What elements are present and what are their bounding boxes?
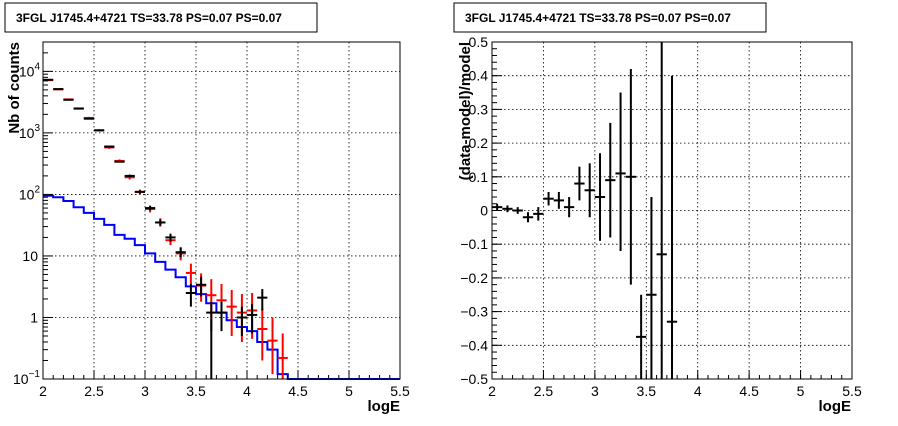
right-series0-point <box>636 294 647 379</box>
right-y-tick-label: −0.5 <box>460 371 488 387</box>
right-series0-point <box>594 153 606 241</box>
left-series2-point <box>155 219 166 226</box>
left-y-tick-label: 104 <box>19 61 41 79</box>
right-x-tick-label: 5.5 <box>842 383 862 399</box>
left-series1-point <box>267 317 278 375</box>
right-title: 3FGL J1745.4+4721 TS=33.78 PS=0.07 PS=0.… <box>465 11 731 25</box>
left-series2-point <box>114 160 125 163</box>
right-x-tick-label: 2.5 <box>534 383 554 399</box>
right-panel: 3FGL J1745.4+4721 TS=33.78 PS=0.07 PS=0.… <box>453 2 862 415</box>
left-y-tick-label: 10 <box>22 248 38 264</box>
left-series2-point <box>63 98 74 101</box>
left-series2-point <box>185 283 196 307</box>
left-panel: 3FGL J1745.4+4721 TS=33.78 PS=0.07 PS=0.… <box>4 2 410 415</box>
left-title-box <box>4 2 318 33</box>
right-y-tick-label: 0.3 <box>469 101 489 117</box>
left-y-axis-title: Nb of counts <box>6 42 23 134</box>
left-x-ticks: 2 2.5 3 3.5 4 4.5 5 5.5 <box>39 370 410 399</box>
right-series0-point <box>666 75 678 379</box>
left-series2-point <box>43 78 54 81</box>
left-series2-point <box>124 174 135 178</box>
right-x-ticks: 2 2.5 3 3.5 4 4.5 5 5.5 <box>488 370 862 399</box>
left-title: 3FGL J1745.4+4721 TS=33.78 PS=0.07 PS=0.… <box>16 11 282 25</box>
left-series2-point <box>83 117 94 120</box>
right-x-tick-label: 2 <box>488 383 496 399</box>
left-x-tick-label: 3 <box>141 383 149 399</box>
left-series2-point <box>134 190 145 194</box>
right-x-axis-title: logE <box>819 398 852 415</box>
right-series0-point <box>656 42 667 379</box>
left-series1-point <box>277 333 288 379</box>
right-series0-point <box>646 197 657 379</box>
right-series0-point <box>522 212 534 223</box>
right-series0-point <box>625 68 636 285</box>
right-series0-point <box>512 207 523 214</box>
right-title-box <box>453 2 767 33</box>
right-series0-point <box>564 197 575 218</box>
left-series2-point <box>165 233 176 242</box>
left-series2-point <box>145 205 156 211</box>
right-series0-point <box>492 203 503 211</box>
right-x-tick-label: 4 <box>694 383 702 399</box>
left-series1-point <box>226 289 237 336</box>
left-x-tick-label: 4.5 <box>288 383 308 399</box>
right-grid <box>492 42 852 379</box>
right-x-tick-label: 5 <box>797 383 805 399</box>
left-series1-point <box>257 308 268 361</box>
left-y-tick-label: 102 <box>19 184 41 202</box>
right-x-tick-label: 4.5 <box>739 383 759 399</box>
left-series2-point <box>53 88 64 91</box>
right-y-ticks: −0.5 −0.4 −0.3 −0.2 −0.1 0 0.1 0.2 0.3 0.4 0.5 <box>460 34 502 387</box>
left-grid <box>43 42 400 379</box>
right-x-tick-label: 3 <box>591 383 599 399</box>
right-series0-point <box>553 191 564 209</box>
left-series2-point <box>247 304 258 334</box>
left-x-tick-label: 5 <box>345 383 353 399</box>
left-y-tick-label: 103 <box>19 123 41 141</box>
right-series0-point <box>543 191 554 206</box>
right-y-tick-label: 0 <box>480 203 488 219</box>
right-y-tick-label: 0.4 <box>469 68 489 84</box>
left-series2-point <box>216 301 227 332</box>
left-series2-point <box>104 145 115 148</box>
left-series2-point <box>73 107 84 110</box>
left-y-tick-label: 1 <box>30 309 38 325</box>
right-y-axis-title: (data-model)/model <box>457 42 474 180</box>
right-marks <box>492 42 678 379</box>
right-series0-point <box>533 207 544 221</box>
right-series0-point <box>615 92 626 251</box>
left-x-tick-label: 3.5 <box>186 383 206 399</box>
left-series1-point <box>185 263 196 284</box>
right-x-tick-label: 3.5 <box>637 383 657 399</box>
left-x-tick-label: 2.5 <box>84 383 104 399</box>
right-y-tick-label: −0.3 <box>460 304 488 320</box>
right-series0-point <box>584 163 595 218</box>
left-series2-point <box>94 129 105 132</box>
right-y-tick-label: −0.1 <box>460 236 488 252</box>
right-series0-point <box>502 205 513 213</box>
right-series0-point <box>574 166 585 201</box>
right-y-tick-label: −0.2 <box>460 270 488 286</box>
left-x-tick-label: 2 <box>39 383 47 399</box>
right-y-tick-label: 0.1 <box>469 169 489 185</box>
left-series2-point <box>175 247 186 258</box>
left-series2-point <box>196 276 207 297</box>
left-x-axis-title: logE <box>368 398 401 415</box>
left-x-tick-label: 5.5 <box>390 383 410 399</box>
left-series2-point <box>236 306 247 336</box>
right-y-tick-label: −0.4 <box>460 337 488 353</box>
right-series0-point <box>605 122 616 238</box>
left-y-ticks: 10−1 1 10 102 103 104 <box>13 52 53 387</box>
left-marks <box>43 78 400 380</box>
right-y-tick-label: 0.2 <box>469 135 489 151</box>
left-x-tick-label: 4 <box>243 383 251 399</box>
left-frame <box>42 41 401 380</box>
left-y-tick-label: 10−1 <box>13 369 40 387</box>
right-y-tick-label: 0.5 <box>469 34 489 50</box>
left-series2-point <box>257 289 268 311</box>
